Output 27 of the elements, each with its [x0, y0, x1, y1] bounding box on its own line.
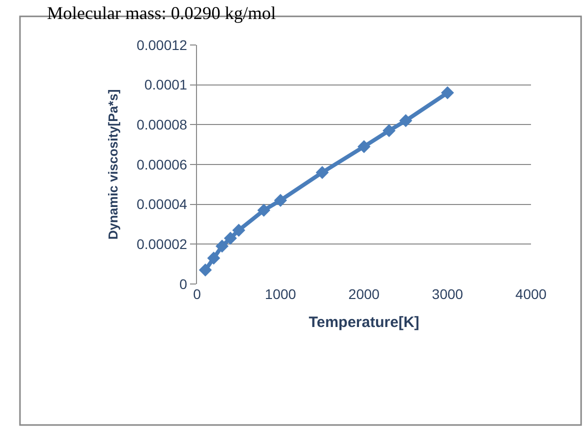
point — [316, 166, 329, 179]
point — [382, 124, 396, 138]
point — [198, 264, 212, 277]
point — [358, 140, 370, 154]
x-tick-label: 2000 — [348, 286, 380, 302]
point — [232, 224, 246, 237]
y-tick-label: 0.00002 — [136, 236, 188, 252]
y-axis-title: Dynamic viscosity[Pa*s] — [106, 89, 121, 240]
y-tick-label: 0 — [179, 276, 188, 292]
y-tick-label: 0.00008 — [136, 116, 188, 133]
x-tick-label: 0 — [193, 286, 202, 302]
point — [441, 86, 454, 100]
y-tick-label: 0.00012 — [136, 36, 188, 53]
chart-title: Molecular mass: 0.0290 kg/mol — [46, 3, 276, 24]
y-tick-label: 0.00004 — [136, 196, 188, 212]
point — [399, 114, 412, 128]
point — [274, 194, 287, 207]
x-axis-title: Temperature[K] — [308, 314, 420, 331]
x-tick-label: 1000 — [264, 286, 296, 302]
point — [216, 240, 229, 253]
y-tick-label: 0.00006 — [136, 156, 188, 172]
x-tick-label: 4000 — [515, 286, 547, 302]
y-tick-label: 0.0001 — [144, 76, 188, 93]
x-tick-label: 3000 — [432, 286, 464, 302]
point — [224, 232, 237, 245]
point — [207, 252, 220, 265]
point — [257, 204, 270, 217]
